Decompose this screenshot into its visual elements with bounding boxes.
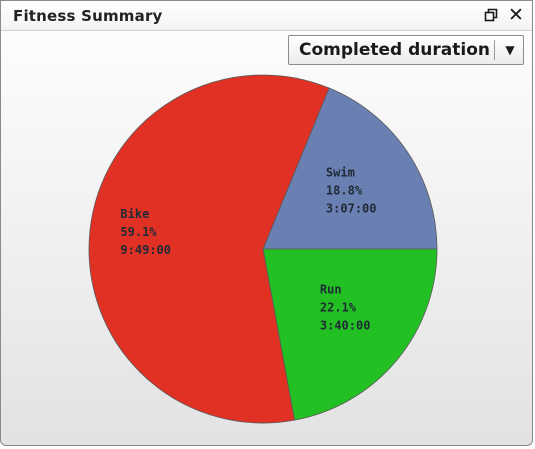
dropdown-separator bbox=[494, 40, 495, 60]
slice-label-swim-name: Swim bbox=[326, 166, 355, 180]
slice-label-swim-percent-label: 18.8% bbox=[326, 184, 363, 198]
slice-label-bike-duration: 9:49:00 bbox=[120, 243, 171, 257]
panel-title: Fitness Summary bbox=[13, 7, 163, 25]
slice-label-bike-name: Bike bbox=[120, 207, 149, 221]
metric-dropdown[interactable]: Completed duration ▼ bbox=[288, 35, 524, 65]
slice-label-run-percent-label: 22.1% bbox=[320, 300, 357, 314]
chevron-down-icon[interactable]: ▼ bbox=[505, 43, 515, 57]
panel-titlebar: Fitness Summary ✕ bbox=[1, 1, 532, 31]
slice-label-run-duration: 3:40:00 bbox=[320, 318, 371, 332]
slice-label-swim-duration: 3:07:00 bbox=[326, 202, 377, 216]
pie-slice-bike[interactable] bbox=[88, 74, 330, 424]
pie-slice-run[interactable] bbox=[262, 248, 438, 421]
pie-slice-swim[interactable] bbox=[262, 87, 438, 250]
restore-window-icon[interactable] bbox=[482, 5, 500, 25]
close-icon[interactable]: ✕ bbox=[508, 4, 524, 26]
metric-dropdown-value: Completed duration bbox=[299, 40, 491, 60]
slice-label-run-name: Run bbox=[320, 282, 342, 296]
slice-label-bike-percent-label: 59.1% bbox=[120, 225, 157, 239]
